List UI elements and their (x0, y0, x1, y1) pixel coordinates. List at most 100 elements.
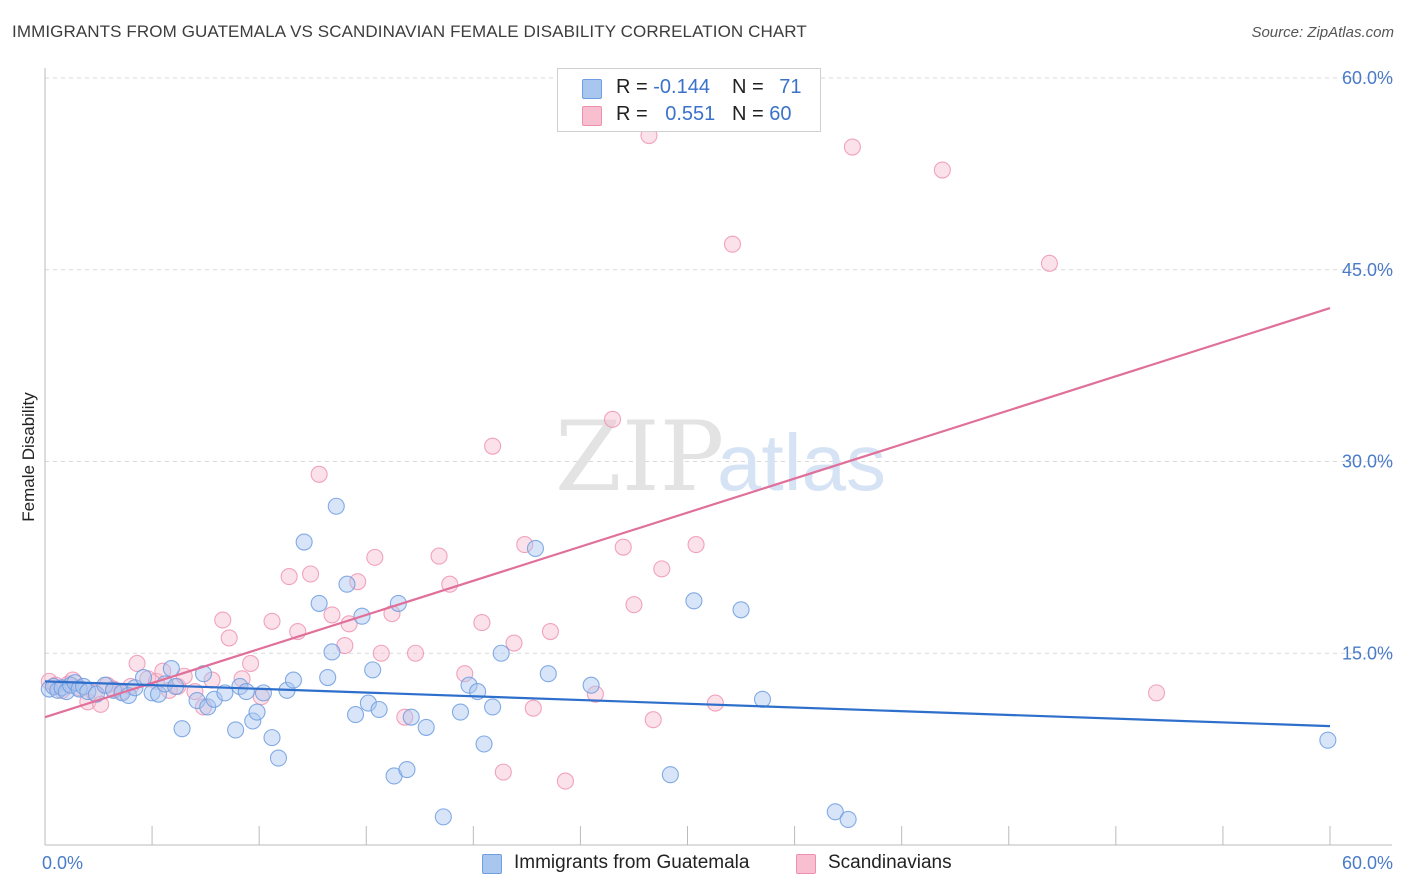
legend-swatch-pink (582, 106, 602, 126)
guatemala-point (244, 712, 262, 730)
chart-title: IMMIGRANTS FROM GUATEMALA VS SCANDINAVIA… (12, 22, 807, 41)
scandinavians-point (687, 536, 705, 554)
legend-r-label: R = (616, 76, 648, 98)
guatemala-point (364, 661, 382, 679)
legend-r-label: R = (616, 103, 648, 125)
scandinavians-point (603, 410, 622, 428)
guatemala-point (254, 684, 273, 702)
scandinavians-point (614, 538, 632, 556)
scandinavians-point (586, 685, 604, 703)
scandinavians-point (372, 644, 390, 662)
guatemala-point (295, 533, 313, 551)
scandinavians-point (723, 235, 742, 253)
guatemala-point (87, 685, 105, 703)
scandinavians-point (933, 161, 951, 179)
chart-source: Source: ZipAtlas.com (1251, 24, 1394, 41)
guatemala-point (370, 700, 388, 719)
scandinavians-point (263, 612, 281, 630)
legend-n-label: N = (732, 103, 764, 125)
bottom-legend-label-guatemala: Immigrants from Guatemala (514, 852, 750, 873)
legend-r-value: -0.144 (653, 76, 710, 98)
scandinavians-point (706, 694, 724, 712)
guatemala-point (526, 539, 544, 557)
guatemala-point (96, 676, 114, 694)
guatemala-point (216, 684, 234, 702)
guatemala-point (359, 694, 377, 712)
y-tick-label: 30.0% (1342, 452, 1393, 472)
guatemala-point (323, 643, 341, 661)
svg-text:ZIP: ZIP (555, 401, 724, 513)
guatemala-point (582, 676, 600, 694)
guatemala-point (484, 698, 502, 716)
guatemala-point (839, 810, 857, 828)
guatemala-point (327, 497, 345, 515)
legend-n-value: 60 (769, 103, 792, 125)
guatemala-point (389, 594, 407, 612)
zipatlas-watermark: ZIP atlas (555, 401, 886, 513)
guatemala-point (402, 708, 420, 726)
legend-n-label: N = (732, 76, 764, 98)
guatemala-point (205, 690, 223, 708)
scandinavians-point (541, 622, 559, 641)
guatemala-point (188, 691, 206, 710)
guatemala-point (173, 720, 191, 738)
scandinavians-point (1040, 254, 1058, 272)
guatemala-point (319, 668, 337, 687)
guatemala-trend-line (44, 680, 1331, 728)
guatemala-point (263, 729, 281, 747)
grid-layer (45, 77, 1392, 654)
scandinavians-point (242, 654, 260, 673)
scandinavians-point (556, 772, 574, 790)
axes-layer (44, 68, 1392, 846)
scandinavians-point (516, 536, 534, 554)
guatemala-point (753, 690, 772, 708)
scandinavians-point (473, 614, 491, 632)
guatemala-point (398, 761, 416, 779)
guatemala-point (434, 808, 452, 826)
scandinavians-point (1147, 684, 1166, 702)
scandinavians-point (406, 644, 425, 662)
guatemala-point (460, 676, 478, 694)
tick-layer: 15.0% 30.0% 45.0% 60.0% 0.0% 60.0% (42, 68, 1393, 873)
y-tick-label: 15.0% (1342, 643, 1393, 663)
guatemala-point (685, 592, 703, 610)
correlation-legend: R = -0.144 N = 71 R = 0.551 N = 60 (557, 68, 821, 132)
guatemala-point (492, 644, 510, 662)
guatemala-point (269, 749, 287, 767)
scandinavians-point (494, 763, 512, 781)
guatemala-point (539, 665, 557, 683)
y-tick-label: 60.0% (1342, 68, 1393, 88)
guatemala-point (417, 718, 435, 736)
scandinavians-point (484, 437, 502, 455)
bottom-legend-guatemala: Immigrants from Guatemala (482, 852, 749, 874)
bottom-legend-label-scandinavians: Scandinavians (828, 852, 952, 873)
x-tick-label: 0.0% (42, 853, 83, 873)
guatemala-point (237, 683, 255, 701)
guatemala-point (310, 594, 328, 612)
scandinavians-point (644, 711, 662, 729)
scandinavians-trend-line (44, 307, 1331, 719)
y-tick-label: 45.0% (1342, 260, 1393, 280)
scandinavians-point (310, 465, 328, 483)
scandinavians-point (280, 567, 298, 586)
guatemala-point (248, 703, 266, 721)
legend-r-value: 0.551 (665, 103, 716, 125)
scandinavians-point (843, 138, 861, 156)
guatemala-point (284, 671, 302, 689)
trend-lines (44, 307, 1331, 728)
scandinavians-point (653, 560, 671, 578)
guatemala-point (346, 706, 365, 724)
scandinavians-point (441, 575, 459, 593)
scandinavians-point (430, 547, 448, 565)
scandinavians-point (396, 708, 414, 726)
guatemala-point (732, 601, 750, 619)
scandinavians-point (625, 596, 643, 614)
guatemala-point (1319, 731, 1337, 749)
scandinavians-point (128, 654, 146, 673)
guatemala-point (826, 803, 844, 821)
guatemala-point (451, 703, 470, 721)
guatemala-point (227, 721, 245, 739)
scandinavians-point (505, 634, 523, 652)
guatemala-point (475, 735, 493, 753)
scandinavians-point (302, 565, 320, 583)
